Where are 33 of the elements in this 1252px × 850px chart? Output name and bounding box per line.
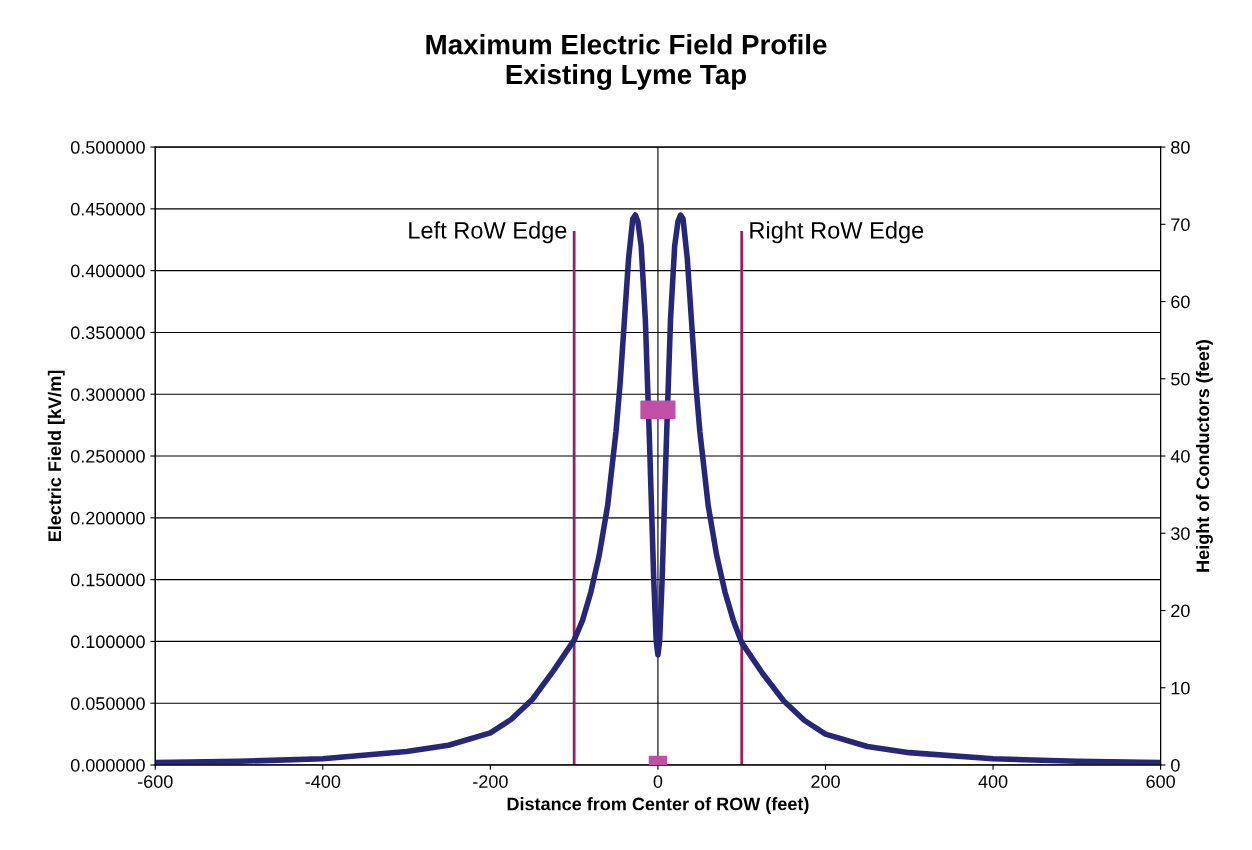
x-tick-label: -600 [137, 775, 173, 788]
y2-tick-label: 80 [1171, 140, 1190, 154]
y2-tick-label: 70 [1171, 218, 1190, 232]
x-tick-label: 400 [978, 775, 1008, 788]
y-tick-label: 0.450000 [70, 202, 145, 216]
y-tick-label: 0.050000 [70, 697, 145, 710]
x-tick-label: 600 [1146, 775, 1175, 788]
y2-tick-label: 10 [1171, 681, 1190, 695]
y2-tick-label: 0 [1171, 758, 1180, 772]
x-tick-label: -200 [473, 775, 508, 788]
y-tick-label: 0.000000 [70, 758, 145, 772]
x-axis-title: Distance from Center of ROW (feet) [507, 797, 809, 814]
y-tick-label: 0.200000 [70, 511, 145, 525]
y2-tick-label: 60 [1171, 295, 1190, 309]
y-tick-label: 0.350000 [70, 326, 145, 340]
y2-axis-title: Height of Conductors (feet) [1195, 340, 1213, 572]
y-tick-label: 0.400000 [70, 264, 145, 278]
y2-tick-label: 40 [1170, 449, 1190, 463]
chart-title: Maximum Electric Field Profile Existing Lyme Tap [426, 34, 827, 90]
y-tick-label: 0.300000 [70, 388, 145, 401]
ref-line-label: Left RoW Edge [409, 221, 567, 244]
y-tick-label: 0.500000 [70, 140, 145, 154]
y-tick-label: 0.250000 [70, 449, 145, 463]
y-tick-label: 0.100000 [70, 635, 145, 649]
ref-line-label: Right RoW Edge [750, 221, 924, 244]
x-tick-label: -400 [305, 775, 341, 788]
y-tick-label: 0.150000 [70, 573, 145, 587]
x-tick-label: 200 [811, 775, 840, 788]
y2-tick-label: 20 [1171, 604, 1190, 618]
x-tick-label: 0 [653, 775, 663, 788]
y2-tick-label: 30 [1171, 527, 1190, 540]
y-axis-title: Electric Field [kV/m] [47, 370, 65, 542]
y2-tick-label: 50 [1171, 372, 1190, 386]
